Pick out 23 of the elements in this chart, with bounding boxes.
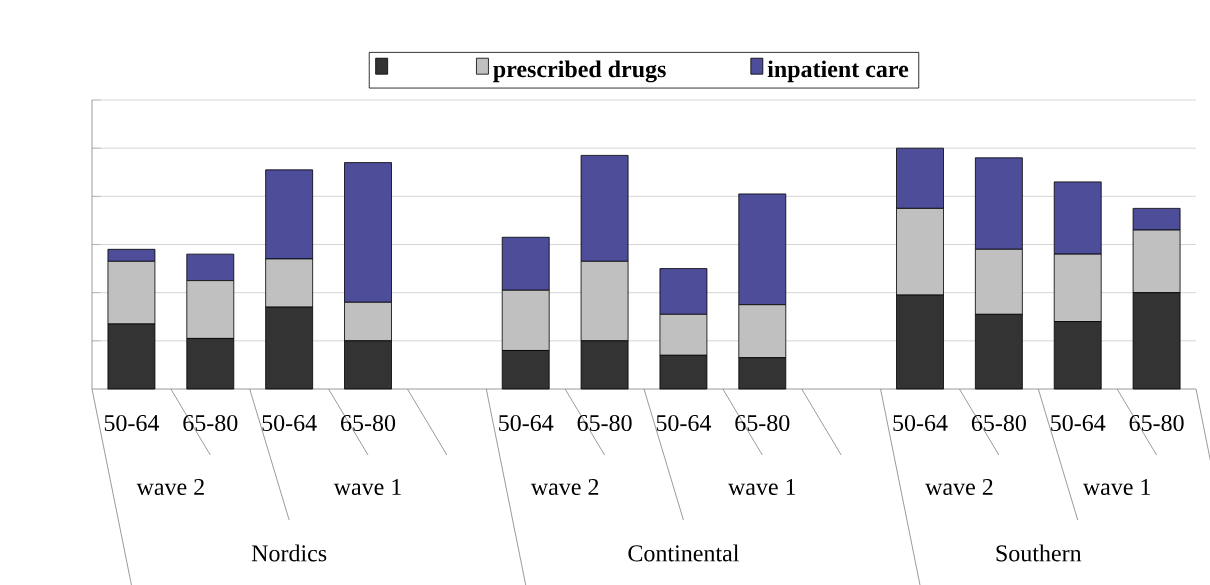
text: wave 2 xyxy=(530,478,599,496)
x-tick-label: 65-80 xyxy=(1129,414,1184,432)
x-tick-label: 65-80 xyxy=(577,414,632,432)
legend-label: inpatient care xyxy=(767,60,909,83)
legend-label: prescribed drugs xyxy=(493,60,666,83)
text: Continental xyxy=(628,544,739,562)
x-tick-label: 50-64 xyxy=(104,414,160,432)
x-tick-label: 50-64 xyxy=(893,414,948,432)
text: Nordics xyxy=(251,544,327,562)
x-tick-label: 50-64 xyxy=(499,414,554,432)
text: wave 2 xyxy=(136,478,204,496)
x-tick-label: 50-64 xyxy=(262,414,317,432)
text: wave 1 xyxy=(333,478,401,496)
x-tick-label: 65-80 xyxy=(735,414,790,432)
x-tick-label: 65-80 xyxy=(971,414,1026,432)
text: Southern xyxy=(996,544,1082,562)
x-tick-label: 65-80 xyxy=(183,414,238,432)
x-tick-label: 50-64 xyxy=(656,414,712,432)
x-tick-label: 65-80 xyxy=(341,414,396,432)
text: wave 2 xyxy=(925,478,993,496)
text: wave 1 xyxy=(1082,478,1151,496)
x-tick-label: 50-64 xyxy=(1051,414,1106,432)
text: wave 1 xyxy=(728,478,796,496)
